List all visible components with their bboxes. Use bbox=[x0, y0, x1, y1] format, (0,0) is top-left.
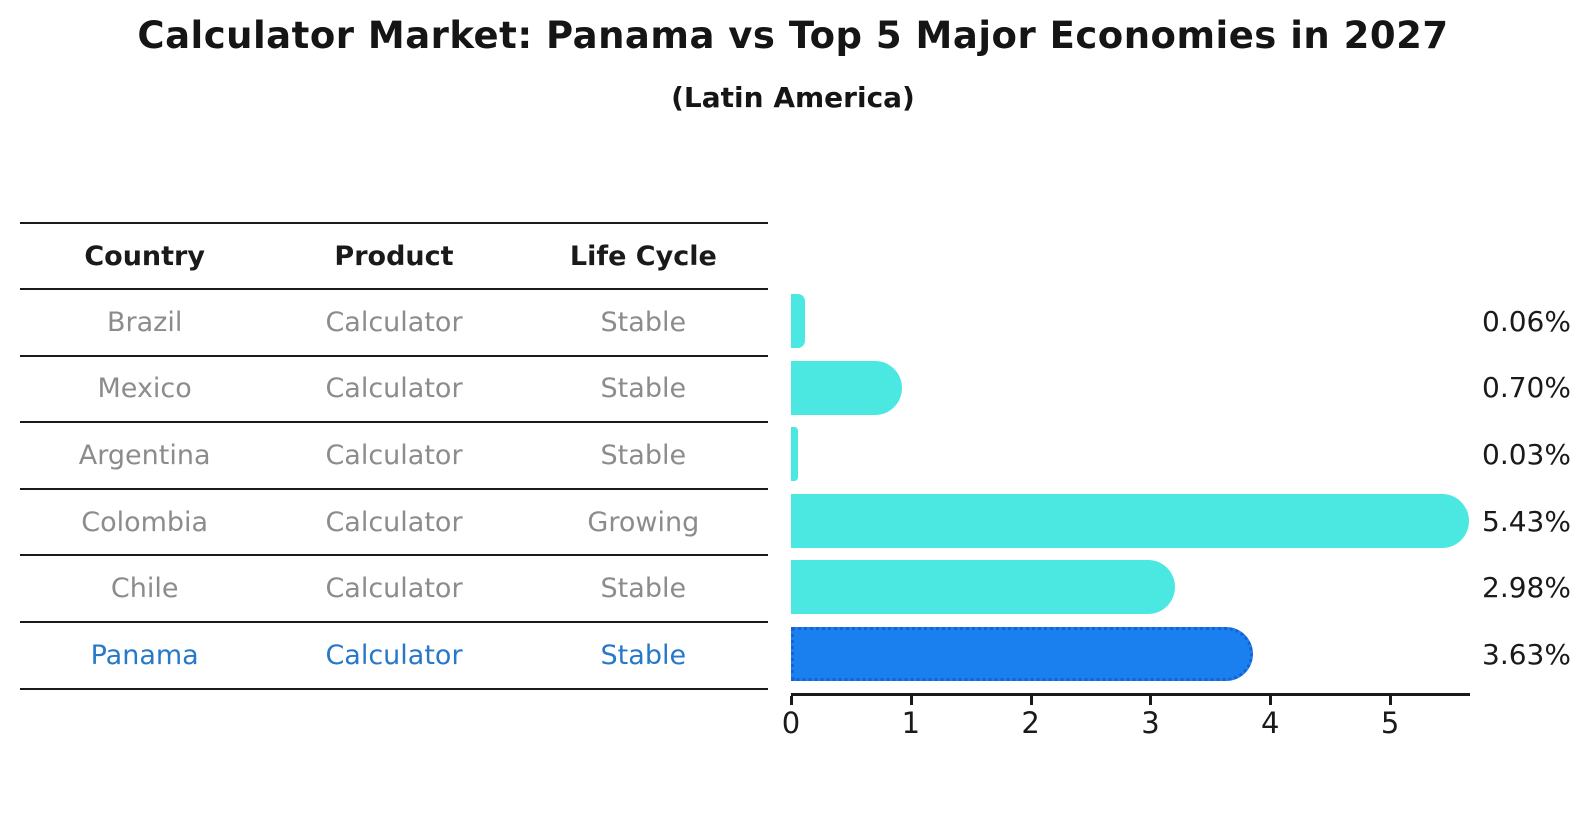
table-cell: Calculator bbox=[325, 373, 463, 405]
bar-chile bbox=[791, 560, 1176, 615]
table-header-product: Product bbox=[334, 240, 454, 272]
table-cell: Panama bbox=[90, 639, 199, 671]
bar-value-label: 2.98% bbox=[1482, 571, 1571, 605]
bar-value-label: 0.70% bbox=[1482, 371, 1571, 405]
bar-plot bbox=[791, 288, 1469, 694]
x-axis-tick-label: 3 bbox=[1141, 706, 1160, 740]
bar-value-label: 3.63% bbox=[1482, 637, 1571, 671]
table-header-row: Country Product Life Cycle bbox=[20, 224, 768, 290]
table-cell: Chile bbox=[110, 573, 179, 605]
bar-argentina bbox=[791, 427, 799, 482]
table-cell: Calculator bbox=[325, 439, 463, 471]
x-axis-tick-label: 1 bbox=[901, 706, 921, 740]
table-cell: Brazil bbox=[106, 306, 183, 338]
table-cell: Colombia bbox=[81, 506, 209, 538]
table-cell: Argentina bbox=[78, 439, 211, 471]
bar-value-label: 0.03% bbox=[1482, 437, 1571, 471]
chart-title: Calculator Market: Panama vs Top 5 Major… bbox=[137, 14, 1449, 57]
bar-mexico bbox=[791, 360, 902, 415]
x-axis-tick bbox=[909, 696, 913, 705]
bar-brazil bbox=[791, 294, 806, 348]
table-header-lifecycle: Life Cycle bbox=[569, 240, 717, 272]
x-axis-tick-label: 5 bbox=[1380, 706, 1400, 740]
country-table: Country Product Life Cycle Brazil Calcula… bbox=[20, 222, 768, 690]
table-row: Chile Calculator Stable bbox=[20, 556, 768, 623]
bar-value-label: 0.06% bbox=[1482, 304, 1571, 338]
table-cell: Calculator bbox=[325, 639, 463, 671]
table-cell: Stable bbox=[600, 573, 687, 605]
table-row: Panama Calculator Stable bbox=[20, 623, 768, 690]
table-header-country: Country bbox=[84, 240, 205, 272]
table-cell: Calculator bbox=[325, 506, 463, 538]
table-cell: Calculator bbox=[325, 573, 463, 605]
x-axis-tick bbox=[1389, 696, 1393, 705]
table-row: Argentina Calculator Stable bbox=[20, 423, 768, 490]
table-cell: Calculator bbox=[325, 306, 463, 338]
table-body: Brazil Calculator Stable Mexico Calculator St… bbox=[20, 290, 768, 690]
table-cell: Stable bbox=[600, 639, 687, 671]
bar-value-label: 5.43% bbox=[1482, 504, 1571, 538]
x-axis-spine bbox=[791, 693, 1470, 696]
table-cell: Stable bbox=[600, 373, 687, 405]
table-cell: Stable bbox=[600, 306, 687, 338]
table-cell: Mexico bbox=[97, 373, 192, 405]
x-axis-tick bbox=[1269, 696, 1273, 705]
table-cell: Growing bbox=[587, 506, 700, 538]
table-row: Brazil Calculator Stable bbox=[20, 290, 768, 357]
table-row: Colombia Calculator Growing bbox=[20, 490, 768, 557]
bar-panama bbox=[791, 627, 1253, 681]
x-axis-tick bbox=[790, 696, 793, 705]
table-cell: Stable bbox=[600, 439, 687, 471]
x-axis-tick-label: 2 bbox=[1021, 706, 1040, 740]
x-axis-tick-label: 0 bbox=[781, 706, 801, 740]
x-axis-tick-label: 4 bbox=[1261, 706, 1280, 740]
chart-subtitle: (Latin America) bbox=[671, 81, 915, 114]
x-axis-tick bbox=[1149, 696, 1153, 705]
bar-colombia bbox=[791, 493, 1469, 548]
table-row: Mexico Calculator Stable bbox=[20, 357, 768, 424]
x-axis-tick bbox=[1029, 696, 1033, 705]
